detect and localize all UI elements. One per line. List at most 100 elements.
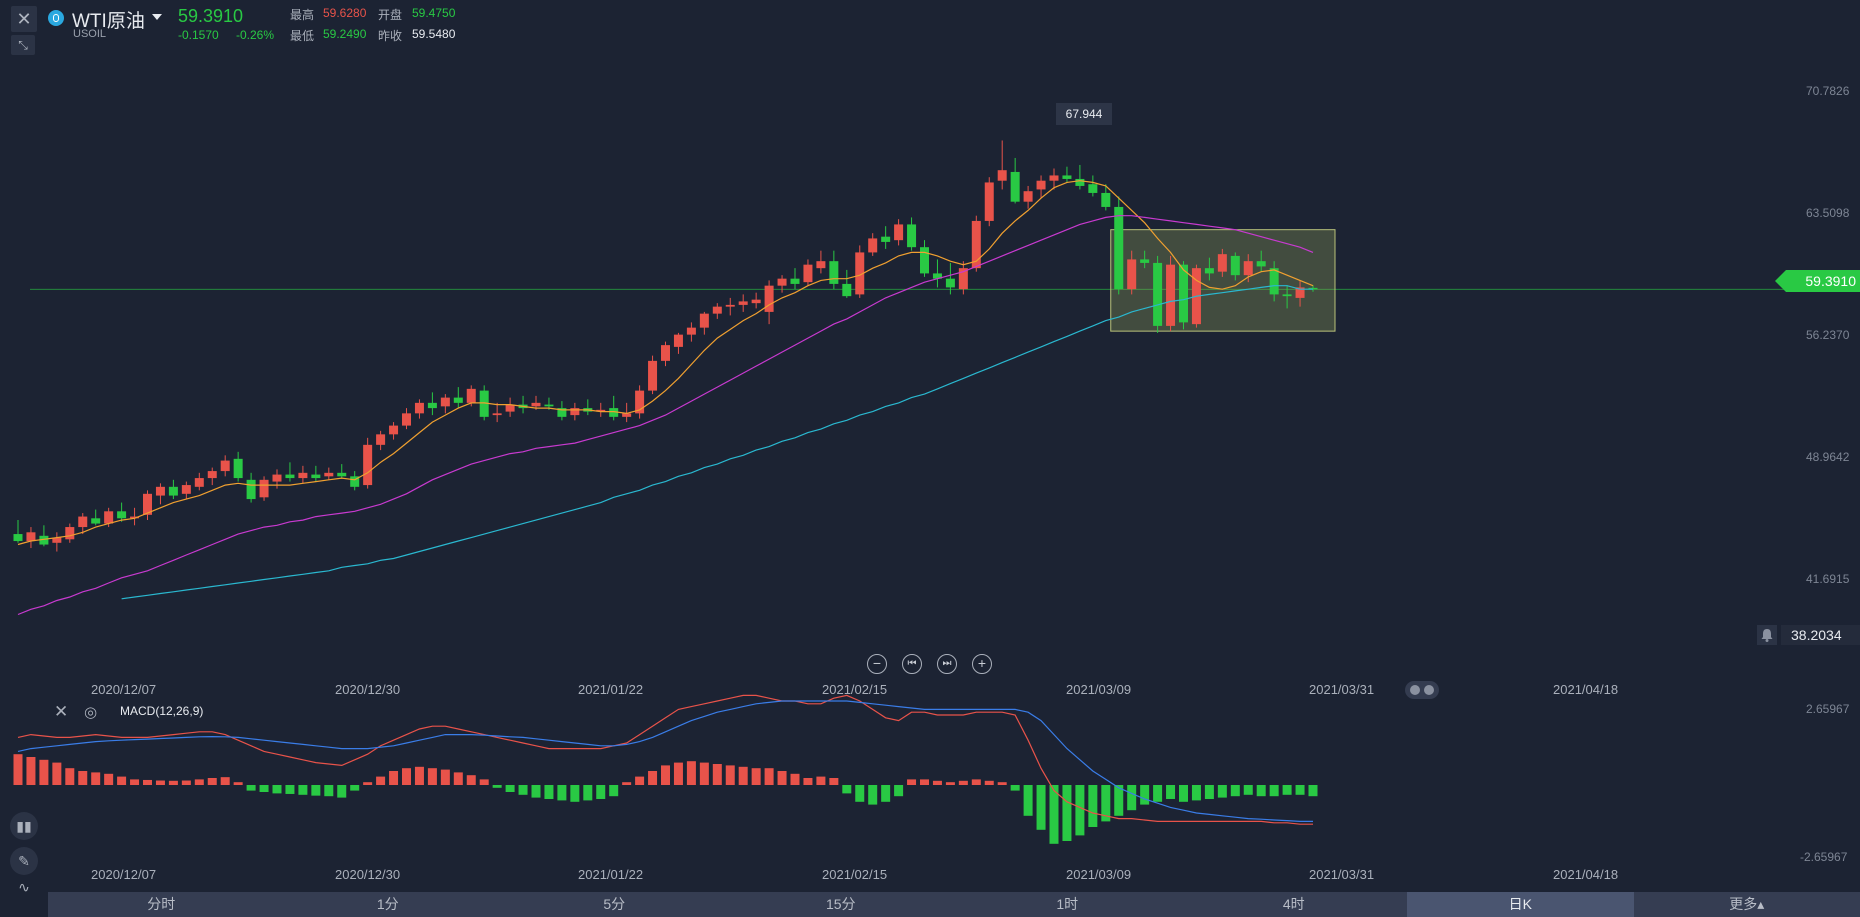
macd-histogram-bar (984, 780, 994, 785)
plus-icon: + (977, 655, 987, 671)
candle-body (39, 535, 49, 545)
macd-histogram-bar (751, 768, 761, 785)
candle-body (350, 476, 360, 487)
draw-tool[interactable]: ✎ (10, 847, 38, 875)
macd-histogram-bar (194, 779, 204, 785)
jump-end-button[interactable]: ⏭ (937, 654, 957, 674)
candle-body (596, 409, 606, 412)
symbol-code: USOIL (73, 28, 107, 40)
candle-body (803, 264, 813, 283)
macd-histogram-bar (350, 785, 360, 791)
macd-histogram-bar (829, 778, 839, 785)
macd-histogram-bar (1269, 785, 1279, 797)
candle-body (777, 278, 787, 286)
trend-tool[interactable]: ∿ (10, 880, 38, 894)
macd-histogram-bar (1256, 785, 1266, 797)
price-axis-tick: 41.6915 (1806, 572, 1850, 586)
macd-histogram-bar (1036, 785, 1046, 830)
candle-body (13, 534, 23, 542)
indicator-tool[interactable]: ▮▮ (10, 812, 38, 840)
candle-body (920, 247, 929, 274)
candle-body (1166, 264, 1176, 326)
macd-histogram-bar (259, 785, 269, 792)
macd-histogram-bar (207, 778, 217, 785)
minus-icon: − (872, 655, 882, 671)
candle-body (764, 285, 774, 312)
tab-1hour[interactable]: 1时 (1056, 896, 1079, 912)
candle-body (842, 283, 852, 297)
zoom-out-button[interactable]: − (867, 654, 887, 674)
candle-body (1023, 191, 1033, 202)
macd-histogram-bar (907, 779, 917, 785)
candle-body (337, 472, 347, 477)
candle-body (531, 402, 541, 407)
macd-histogram-bar (1127, 785, 1137, 811)
collapse-arrows-icon: ⤡ (18, 37, 28, 52)
current-price: 59.3910 (178, 6, 244, 26)
macd-histogram-bar (1179, 785, 1188, 802)
candle-body (790, 278, 800, 284)
close-indicator-icon[interactable]: ✕ (54, 702, 69, 721)
price-change-pct: -0.26% (236, 28, 275, 42)
close-button[interactable]: ✕ (11, 6, 37, 32)
macd-date-tick: 2021/04/18 (1553, 867, 1619, 882)
macd-histogram-bar (725, 765, 735, 785)
candle-body (311, 474, 321, 479)
date-axis-tick: 2021/02/15 (822, 682, 888, 697)
candle-body (1217, 254, 1227, 272)
macd-histogram-bar (699, 762, 709, 785)
close-icon: ✕ (16, 8, 32, 29)
candle-body (699, 313, 709, 328)
chart-toggle[interactable] (1405, 681, 1439, 699)
macd-histogram-bar (52, 762, 62, 785)
macd-histogram-bar (855, 785, 865, 802)
bell-icon[interactable] (1757, 625, 1777, 645)
macd-date-tick: 2021/01/22 (578, 867, 644, 882)
date-axis-tick: 2021/04/18 (1553, 682, 1619, 697)
candle-body (91, 518, 101, 524)
ma-mid-line (17, 215, 1314, 616)
macd-histogram-bar (479, 779, 489, 785)
candle-body (324, 472, 334, 477)
macd-histogram-bar (233, 782, 243, 785)
macd-histogram-bar (1023, 785, 1033, 816)
macd-axis-tick: 2.65967 (1806, 702, 1850, 716)
candle-body (725, 304, 735, 307)
macd-histogram-bar (518, 785, 528, 795)
current-price-tag: 59.3910 (1775, 270, 1860, 292)
candle-body (479, 390, 489, 417)
tab-daily[interactable]: 日K (1407, 892, 1634, 917)
macd-date-tick: 2020/12/30 (335, 867, 401, 882)
high-value: 59.6280 (323, 6, 367, 20)
price-chart[interactable] (0, 0, 1860, 890)
jump-start-button[interactable]: ⏮ (902, 654, 922, 674)
macd-histogram-bar (414, 766, 424, 785)
macd-histogram-bar (531, 785, 541, 798)
zoom-in-button[interactable]: + (972, 654, 992, 674)
tab-5min[interactable]: 5分 (603, 896, 626, 912)
symbol-logo-icon (48, 10, 64, 26)
settings-icon[interactable]: ◎ (84, 704, 98, 721)
collapse-button[interactable]: ⤡ (11, 35, 35, 55)
macd-histogram-bar (466, 775, 476, 785)
candle-body (557, 408, 567, 417)
skip-back-icon: ⏮ (907, 658, 917, 669)
price-axis-tick: 63.5098 (1806, 206, 1850, 220)
candle-body (1153, 262, 1163, 326)
candle-body (894, 224, 904, 241)
tab-1min[interactable]: 1分 (376, 896, 399, 912)
tab-15min[interactable]: 15分 (825, 896, 856, 912)
macd-histogram-bar (285, 785, 295, 794)
symbol-name[interactable]: WTI原油 (72, 11, 145, 32)
symbol-dropdown-icon[interactable] (152, 14, 162, 20)
candle-body (738, 301, 748, 305)
macd-histogram-bar (453, 772, 463, 785)
macd-histogram-bar (1243, 785, 1253, 795)
macd-histogram-bar (1010, 785, 1020, 791)
tab-more[interactable]: 更多▴ (1729, 896, 1765, 912)
candle-body (246, 479, 256, 500)
tab-4hour[interactable]: 4时 (1282, 896, 1305, 912)
candle-body (1036, 180, 1046, 190)
macd-histogram-bar (1101, 785, 1111, 822)
tab-timeshare[interactable]: 分时 (147, 896, 176, 912)
